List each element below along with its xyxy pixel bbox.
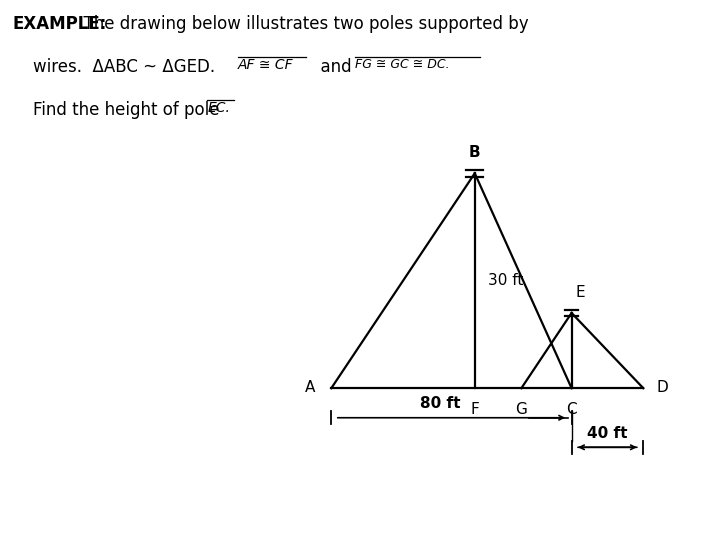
Text: E: E bbox=[575, 285, 585, 300]
Text: D: D bbox=[656, 380, 668, 395]
Text: F: F bbox=[470, 402, 479, 417]
Text: 30 ft: 30 ft bbox=[487, 273, 523, 288]
Text: Find the height of pole: Find the height of pole bbox=[12, 101, 225, 119]
Text: 40 ft: 40 ft bbox=[588, 426, 628, 441]
Text: EC.: EC. bbox=[207, 101, 230, 115]
Text: EXAMPLE:: EXAMPLE: bbox=[12, 15, 107, 33]
Text: C: C bbox=[566, 402, 577, 417]
Text: FG ≅ GC ≅ DC.: FG ≅ GC ≅ DC. bbox=[355, 58, 449, 71]
Text: AF ≅ CF: AF ≅ CF bbox=[238, 58, 294, 72]
Text: A: A bbox=[305, 380, 315, 395]
Text: The drawing below illustrates two poles supported by: The drawing below illustrates two poles … bbox=[73, 15, 528, 33]
Text: B: B bbox=[469, 145, 480, 160]
Text: 80 ft: 80 ft bbox=[420, 396, 461, 411]
Text: and: and bbox=[310, 58, 362, 76]
Text: wires.  ΔABC ~ ΔGED.: wires. ΔABC ~ ΔGED. bbox=[12, 58, 226, 76]
Text: G: G bbox=[516, 402, 527, 417]
